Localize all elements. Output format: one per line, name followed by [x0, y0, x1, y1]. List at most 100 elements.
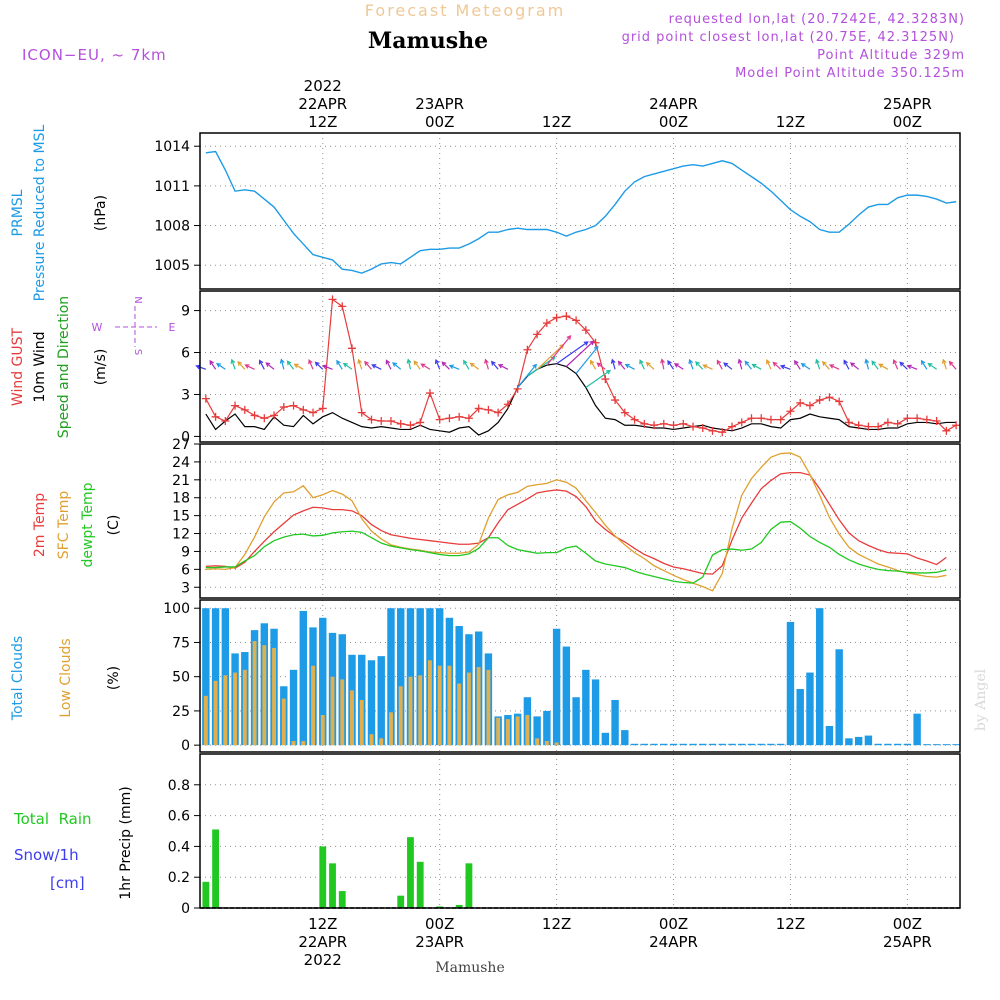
wind-direction-arrow	[744, 360, 752, 370]
rain-bar	[465, 863, 473, 908]
low-cloud-bar	[233, 672, 238, 746]
panel-precipitation: 0 0.2 0.4 0.6 0.8	[168, 753, 961, 917]
wind-direction-arrow	[497, 364, 509, 370]
bottom-tick-label: 24APR	[649, 933, 698, 951]
wind-gust-marker	[348, 344, 356, 353]
wind-direction-arrow	[265, 362, 275, 370]
wind-direction-arrow	[920, 359, 928, 370]
cloud-unit: (%)	[106, 666, 122, 690]
rain-bar	[319, 846, 327, 908]
wind-gust-marker	[377, 417, 386, 426]
wind-direction-arrow	[772, 361, 782, 370]
total-cloud-bar	[367, 660, 376, 746]
wind-gust-marker	[299, 405, 308, 414]
footer-location: Mamushe	[435, 960, 504, 976]
rain-bar	[329, 863, 336, 908]
panel-frame	[199, 753, 961, 909]
wind-gust-marker	[835, 397, 844, 406]
wind-direction-arrow	[413, 360, 421, 370]
wind-gust-line	[205, 298, 957, 433]
panel-prmsl: 1005 1008 1011 1014	[154, 132, 961, 290]
y-tick-label: 0.2	[168, 870, 190, 886]
wind-direction-arrow	[392, 362, 402, 370]
wind-gust-marker	[659, 419, 668, 428]
temp-sfc-label: SFC Temp	[56, 491, 72, 560]
total-cloud-bar	[923, 744, 931, 746]
wind-gust-marker	[786, 407, 795, 416]
y-tick-label: 1011	[154, 179, 190, 195]
model-label: ICON−EU, ~ 7km	[22, 46, 167, 64]
rain-bar	[397, 895, 405, 908]
wind-direction-arrow	[948, 360, 957, 370]
wind-direction-arrow	[639, 359, 645, 370]
wind-direction-arrow	[737, 358, 743, 370]
bottom-tick-label: 12Z	[776, 915, 805, 933]
low-cloud-bar	[447, 665, 452, 746]
total-cloud-bar	[757, 743, 765, 746]
total-cloud-bar	[835, 649, 843, 746]
wind-direction-arrow	[765, 359, 772, 370]
total-rain-label: Total Rain	[13, 810, 92, 828]
top-tick-label: 23APR	[415, 95, 464, 113]
wind-direction-arrow	[556, 341, 589, 365]
total-cloud-bar	[718, 743, 726, 746]
total-cloud-bar	[611, 699, 619, 746]
wind-direction-arrow	[688, 358, 694, 370]
wind-gust-marker	[805, 401, 814, 410]
total-cloud-bar	[786, 621, 795, 746]
total-cloud-bar	[738, 743, 746, 746]
wind-gust-marker	[737, 418, 746, 427]
wind-gust-marker	[718, 428, 727, 437]
wind-gust-marker	[435, 415, 444, 424]
total-cloud-bar	[777, 743, 785, 746]
low-cloud-bar	[418, 675, 423, 746]
wind-gust-marker	[250, 411, 259, 420]
total-cloud-bar	[211, 608, 220, 746]
temp-unit: (C)	[106, 515, 122, 536]
low-cloud-bar	[359, 699, 364, 746]
compass-n: N	[132, 296, 143, 303]
bottom-tick-label: 00Z	[893, 915, 922, 933]
low-cloud-bar	[340, 679, 345, 746]
wind-direction-arrow	[216, 363, 226, 370]
wind-gust-marker	[474, 404, 483, 413]
low-cloud-bar	[369, 734, 374, 746]
total-cloud-bar	[893, 743, 902, 746]
low-cloud-bar	[350, 690, 354, 746]
wind-direction-arrow	[779, 364, 791, 370]
bottom-tick-label: 25APR	[883, 933, 932, 951]
low-cloud-bar	[398, 686, 403, 746]
temp-sfc-line	[205, 452, 947, 592]
wind-gust-marker	[338, 302, 347, 311]
wind-direction-arrow	[815, 358, 821, 370]
wind-gust-marker	[494, 408, 503, 417]
total-cloud-bar	[825, 725, 834, 746]
wind-gust-marker	[630, 415, 639, 424]
wind-direction-arrow	[490, 360, 499, 370]
wind-direction-arrow	[821, 360, 830, 370]
total-cloud-bar	[845, 738, 853, 746]
model-point-altitude: Model Point Altitude 350.125m	[735, 66, 965, 81]
y-tick-label: 0.4	[168, 839, 190, 855]
total-cloud-bar	[815, 608, 824, 746]
forecast-meteogram-label: Forecast Meteogram	[365, 1, 565, 20]
point-altitude: Point Altitude 329m	[817, 48, 965, 63]
wind-gust-marker	[874, 422, 883, 431]
y-tick-label: 3	[181, 387, 190, 403]
wind-direction-arrow	[702, 364, 713, 370]
panel-frame	[199, 132, 961, 290]
grid-point-coords: grid point closest lon,lat (20.75E, 42.3…	[622, 30, 955, 45]
total-cloud-bar	[903, 743, 912, 746]
wind-direction-arrow	[878, 363, 889, 370]
wind-direction-arrow	[357, 358, 363, 370]
panel-clouds: 0 25 50 75 100	[163, 599, 961, 754]
total-cloud-bar	[699, 743, 707, 746]
wind-direction-arrow	[336, 359, 343, 370]
wind-direction-arrow	[279, 358, 285, 370]
pressure-unit: (hPa)	[93, 195, 109, 231]
wind-direction-arrow	[624, 363, 635, 370]
wind-direction-arrow	[695, 361, 704, 370]
wind-direction-arrow	[864, 358, 870, 370]
wind-direction-arrow	[828, 364, 840, 370]
